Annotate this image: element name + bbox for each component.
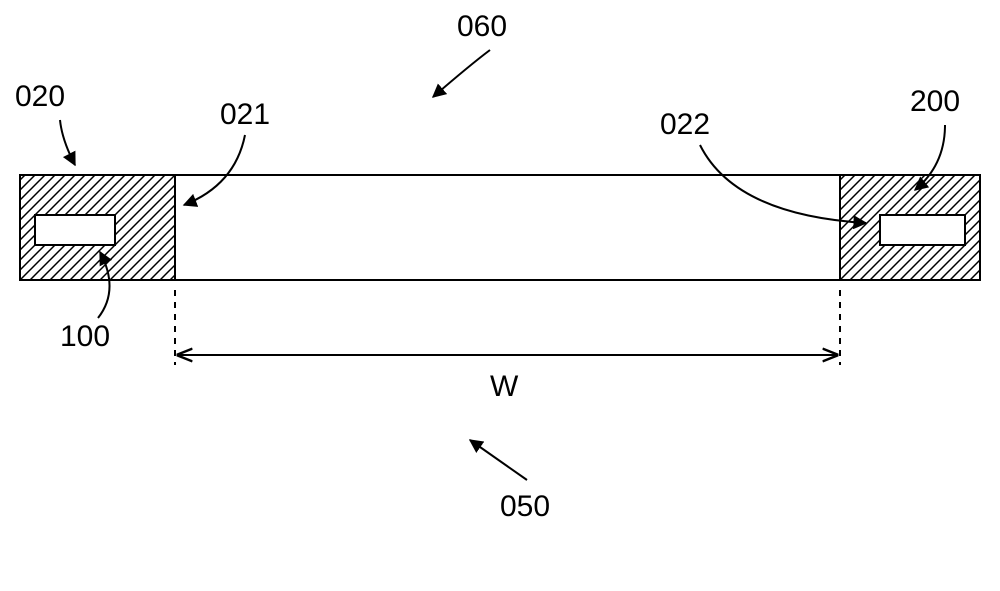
label-021: 021 [220, 98, 270, 132]
right-slot [880, 215, 965, 245]
label-022: 022 [660, 108, 710, 142]
left-slot [35, 215, 115, 245]
label-100: 100 [60, 320, 110, 354]
label-200: 200 [910, 85, 960, 119]
label-050: 050 [500, 490, 550, 524]
leader-021 [184, 135, 245, 205]
leader-060 [433, 50, 490, 97]
label-020: 020 [15, 80, 65, 114]
diagram-stage: 060 020 021 022 200 100 W 050 [0, 0, 1000, 591]
leader-020 [60, 120, 75, 165]
label-w: W [490, 370, 518, 404]
leader-050 [470, 440, 527, 480]
label-060: 060 [457, 10, 507, 44]
